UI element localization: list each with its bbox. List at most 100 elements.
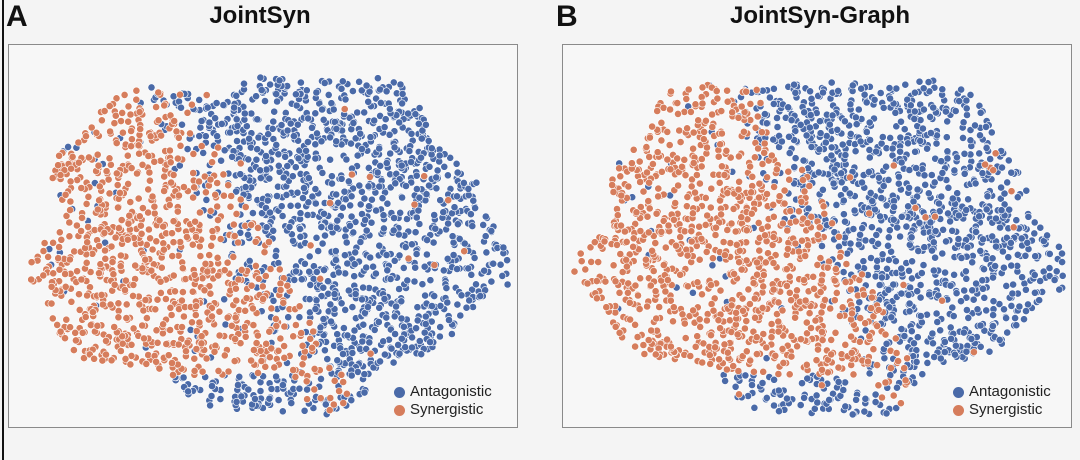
antagonistic-point — [860, 407, 869, 416]
antagonistic-point — [1017, 234, 1026, 243]
antagonistic-point — [312, 267, 321, 276]
synergistic-point — [254, 368, 262, 377]
synergistic-point — [684, 85, 693, 94]
antagonistic-point — [1002, 233, 1011, 242]
synergistic-point — [159, 239, 168, 248]
antagonistic-point — [985, 347, 994, 356]
synergistic-point — [805, 182, 814, 190]
synergistic-point — [680, 319, 689, 328]
antagonistic-point — [886, 134, 895, 142]
synergistic-point — [587, 257, 596, 266]
synergistic-point — [188, 318, 196, 327]
antagonistic-point — [405, 147, 414, 155]
synergistic-point — [206, 289, 215, 298]
antagonistic-point — [389, 226, 398, 235]
synergistic-point — [87, 123, 96, 132]
antagonistic-point — [391, 179, 400, 188]
synergistic-point — [144, 351, 153, 359]
synergistic-point — [106, 127, 114, 136]
synergistic-point — [129, 280, 138, 289]
antagonistic-point — [353, 151, 362, 160]
antagonistic-point — [324, 91, 333, 99]
synergistic-point — [666, 296, 675, 305]
antagonistic-point — [457, 291, 466, 300]
synergistic-point — [98, 356, 107, 365]
antagonistic-point — [283, 126, 292, 135]
synergistic-point — [202, 91, 211, 99]
synergistic-point — [102, 336, 110, 345]
synergistic-point — [787, 296, 795, 305]
synergistic-point — [799, 176, 807, 184]
synergistic-point — [73, 267, 81, 276]
antagonistic-point — [308, 123, 316, 132]
antagonistic-point — [929, 103, 938, 112]
antagonistic-point — [951, 107, 960, 115]
antagonistic-point — [397, 161, 406, 170]
antagonistic-point — [989, 311, 997, 319]
antagonistic-point — [503, 256, 511, 265]
antagonistic-point — [365, 338, 374, 347]
antagonistic-point — [930, 353, 939, 361]
antagonistic-point — [430, 211, 439, 219]
antagonistic-point — [997, 206, 1006, 215]
antagonistic-point — [939, 225, 947, 234]
antagonistic-point — [319, 283, 328, 292]
antagonistic-point — [327, 317, 335, 326]
synergistic-point — [701, 116, 710, 125]
antagonistic-point — [423, 236, 431, 244]
synergistic-point — [720, 171, 729, 179]
antagonistic-point — [915, 77, 924, 86]
antagonistic-point — [825, 120, 834, 129]
antagonistic-point — [262, 165, 271, 174]
synergistic-point — [77, 227, 85, 235]
synergistic-point — [671, 199, 680, 207]
synergistic-point — [234, 275, 243, 284]
antagonistic-point — [918, 370, 927, 379]
antagonistic-point — [265, 174, 274, 183]
legend-label-antagonistic: Antagonistic — [410, 383, 492, 400]
synergistic-point — [785, 288, 794, 297]
antagonistic-point — [950, 270, 958, 279]
antagonistic-point — [271, 252, 280, 260]
antagonistic-point — [401, 343, 410, 352]
antagonistic-point — [482, 248, 491, 257]
antagonistic-point — [326, 133, 334, 142]
antagonistic-point — [464, 264, 473, 273]
synergistic-point — [231, 335, 239, 343]
antagonistic-point — [834, 377, 843, 386]
synergistic-point — [152, 237, 161, 246]
synergistic-point — [70, 247, 79, 256]
antagonistic-point — [924, 189, 933, 198]
synergistic-point — [200, 286, 209, 295]
antagonistic-point — [252, 92, 260, 101]
synergistic-point — [136, 221, 145, 230]
synergistic-point — [168, 229, 176, 238]
synergistic-point — [723, 97, 732, 106]
antagonistic-point — [848, 410, 857, 419]
antagonistic-point — [365, 202, 373, 211]
antagonistic-point — [278, 407, 287, 416]
antagonistic-point — [982, 123, 990, 131]
antagonistic-point — [943, 117, 952, 126]
antagonistic-point — [854, 240, 863, 249]
synergistic-point — [155, 364, 164, 373]
synergistic-point — [683, 202, 691, 211]
synergistic-point — [804, 241, 812, 250]
antagonistic-point — [499, 243, 508, 252]
antagonistic-point — [290, 275, 299, 284]
synergistic-point — [686, 352, 695, 360]
antagonistic-point — [270, 107, 279, 116]
antagonistic-point — [785, 132, 793, 141]
antagonistic-point — [951, 350, 959, 359]
synergistic-point — [232, 296, 241, 305]
synergistic-point — [780, 186, 789, 195]
antagonistic-point — [469, 303, 477, 311]
antagonistic-point — [205, 118, 214, 127]
antagonistic-point — [966, 126, 975, 134]
synergistic-point — [166, 158, 175, 167]
synergistic-point — [73, 176, 82, 184]
synergistic-point — [769, 285, 778, 294]
antagonistic-point — [960, 286, 969, 295]
synergistic-point — [769, 259, 778, 267]
antagonistic-point — [834, 87, 842, 95]
